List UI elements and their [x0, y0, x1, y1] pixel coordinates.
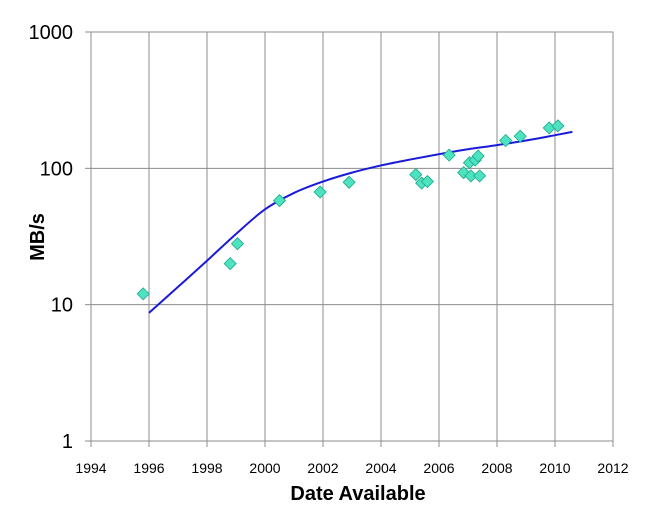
y-tick-label: 100 [40, 158, 73, 180]
data-point-diamond [551, 119, 565, 133]
x-tick-label: 2010 [539, 460, 570, 476]
data-point-diamond [499, 133, 513, 148]
data-point-diamond [442, 148, 456, 162]
x-tick-label: 2002 [307, 460, 338, 476]
data-point-diamond [471, 149, 485, 163]
x-tick-label: 1994 [75, 460, 106, 476]
data-point-diamond [313, 185, 327, 199]
x-axis-title: Date Available [290, 483, 425, 505]
trend-line-layer [148, 130, 573, 314]
data-point-diamond [409, 168, 423, 182]
data-points-layer [136, 119, 565, 301]
x-tick-label: 2000 [249, 460, 280, 476]
tick-labels-layer: 1994 1996 1998 2000 2002 2004 2006 2008 2010 2012… [29, 22, 629, 476]
y-tick-label: 1000 [29, 22, 74, 44]
data-point-diamond [223, 257, 237, 271]
x-tick-label: 2004 [365, 460, 396, 476]
data-point-diamond [513, 129, 527, 143]
data-point-diamond [136, 287, 150, 301]
data-point-diamond [230, 237, 245, 251]
x-tick-label: 2008 [481, 460, 512, 476]
data-point-diamond [473, 169, 487, 183]
data-point-diamond [272, 194, 287, 208]
data-point-diamond [342, 175, 356, 189]
y-tick-label: 1 [62, 431, 73, 453]
data-point-diamond [420, 174, 434, 189]
grid-layer [85, 31, 614, 447]
data-point-diamond [464, 169, 478, 183]
x-tick-label: 1998 [191, 460, 222, 476]
x-tick-label: 1996 [133, 460, 164, 476]
trend-line [148, 130, 573, 314]
y-tick-label: 10 [51, 295, 73, 317]
plot-area-border [90, 31, 614, 442]
x-tick-label: 2006 [423, 460, 454, 476]
y-axis-title: MB/s [27, 213, 49, 261]
x-tick-label: 2012 [597, 460, 628, 476]
